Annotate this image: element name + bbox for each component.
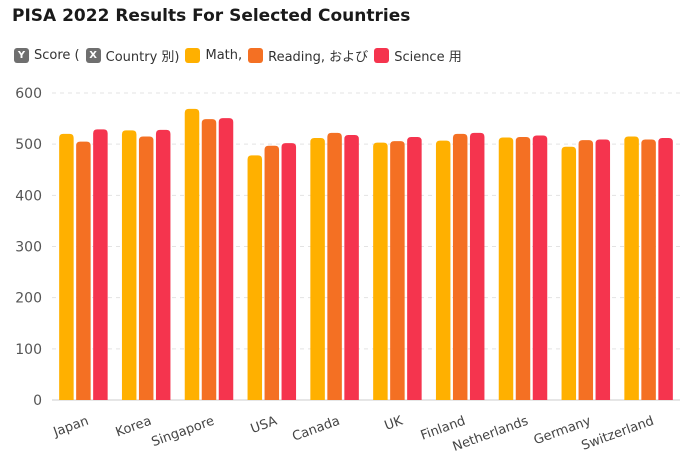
bar-science-japan[interactable] [93,129,108,400]
bar-math-canada[interactable] [310,138,325,400]
bar-math-finland[interactable] [435,140,451,400]
x-tick-label: Korea [114,414,154,441]
bar-reading-canada[interactable] [327,132,342,400]
legend-label: Score ( [34,48,80,63]
legend-label: Reading, および [268,50,369,65]
bar-science-uk[interactable] [407,137,422,400]
y-tick-label: 500 [15,137,42,153]
legend-item-y[interactable]: Y Score ( [14,48,80,63]
legend-item-math[interactable]: Math, [185,48,242,63]
bar-science-germany[interactable] [595,139,611,401]
y-axis-marker-icon: Y [14,48,29,63]
bar-math-netherlands[interactable] [498,137,514,400]
bar-science-netherlands[interactable] [532,135,548,401]
bar-reading-singapore[interactable] [201,119,217,400]
science-swatch-icon [374,48,390,63]
x-tick-label: Canada [290,414,342,445]
bar-reading-uk[interactable] [390,141,405,400]
legend-item-science[interactable]: Science 用 [374,46,462,65]
bar-reading-finland[interactable] [452,133,468,400]
y-tick-label: 0 [33,393,42,409]
bar-reading-switzerland[interactable] [641,139,656,401]
bar-science-finland[interactable] [469,132,485,400]
bar-science-switzerland[interactable] [658,138,673,400]
x-tick-label: Switzerland [580,414,656,454]
bar-math-singapore[interactable] [184,108,200,400]
y-tick-label: 400 [15,188,42,204]
chart-title: PISA 2022 Results For Selected Countries [12,6,411,26]
bar-math-uk[interactable] [373,142,388,401]
bar-science-singapore[interactable] [218,118,234,401]
y-tick-label: 200 [15,291,42,307]
legend-label: Math, [205,48,243,63]
legend-label: Science 用 [394,50,462,65]
legend-item-x[interactable]: X Country 別) [85,46,180,65]
reading-swatch-icon [248,48,264,63]
legend-item-reading[interactable]: Reading, および [248,46,368,65]
y-tick-label: 100 [15,342,42,358]
bar-math-japan[interactable] [59,133,74,400]
legend-label: Country 別) [105,50,180,65]
legend: Y Score ( X Country 別) Math, Reading, およ… [14,46,468,65]
bar-math-germany[interactable] [561,146,577,400]
x-tick-label: UK [383,414,406,434]
bar-science-usa[interactable] [281,143,297,401]
bar-reading-usa[interactable] [264,145,280,400]
bar-reading-germany[interactable] [578,140,594,400]
bar-reading-netherlands[interactable] [515,137,531,400]
x-tick-label: USA [249,414,280,437]
x-tick-label: Singapore [150,414,217,451]
x-tick-label: Japan [51,414,91,441]
y-tick-label: 300 [15,240,42,256]
bar-math-switzerland[interactable] [624,136,639,400]
bar-math-usa[interactable] [247,155,263,400]
bar-math-korea[interactable] [121,130,137,400]
math-swatch-icon [185,48,201,63]
bar-reading-japan[interactable] [76,141,91,400]
bar-reading-korea[interactable] [138,136,154,400]
bar-science-korea[interactable] [155,129,171,400]
x-axis-marker-icon: X [85,48,101,63]
bar-science-canada[interactable] [344,134,359,400]
y-tick-label: 600 [15,86,42,102]
